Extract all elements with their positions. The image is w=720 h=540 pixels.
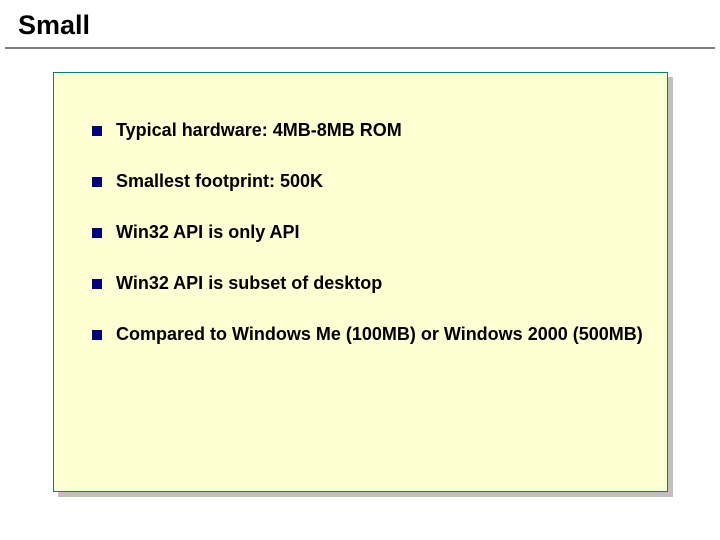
bullet-list: Typical hardware: 4MB-8MB ROM Smallest fo…: [92, 120, 643, 375]
bullet-text: Smallest footprint: 500K: [116, 171, 323, 192]
slide-title: Small: [18, 10, 90, 41]
bullet-text: Compared to Windows Me (100MB) or Window…: [116, 324, 643, 345]
bullet-item: Win32 API is only API: [92, 222, 643, 243]
bullet-item: Win32 API is subset of desktop: [92, 273, 643, 294]
bullet-item: Typical hardware: 4MB-8MB ROM: [92, 120, 643, 141]
square-bullet-icon: [92, 228, 102, 238]
bullet-text: Win32 API is only API: [116, 222, 300, 243]
bullet-text: Typical hardware: 4MB-8MB ROM: [116, 120, 402, 141]
square-bullet-icon: [92, 330, 102, 340]
slide: Small Typical hardware: 4MB-8MB ROM Small…: [0, 0, 720, 540]
bullet-text: Win32 API is subset of desktop: [116, 273, 382, 294]
square-bullet-icon: [92, 279, 102, 289]
square-bullet-icon: [92, 126, 102, 136]
bullet-item: Smallest footprint: 500K: [92, 171, 643, 192]
bullet-item: Compared to Windows Me (100MB) or Window…: [92, 324, 643, 345]
square-bullet-icon: [92, 177, 102, 187]
title-rule: [5, 47, 715, 49]
